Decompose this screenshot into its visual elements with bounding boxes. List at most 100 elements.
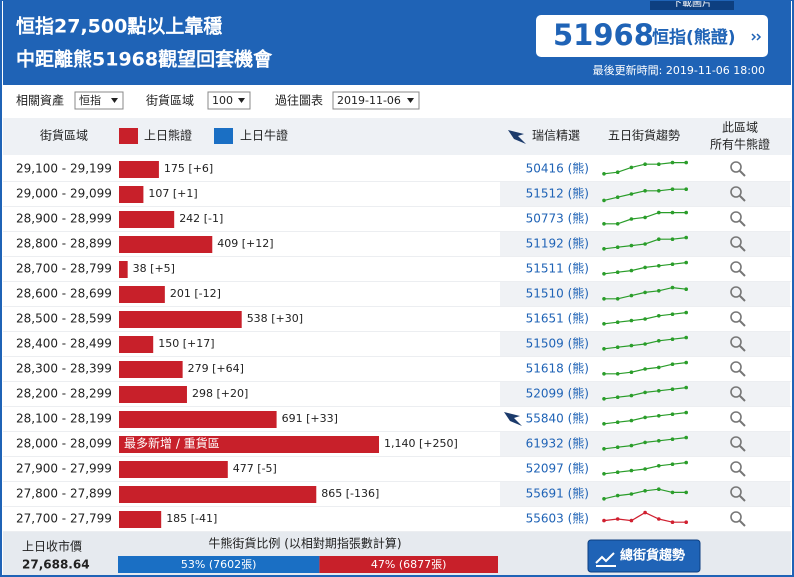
- bar-label: 538 [+30]: [247, 312, 303, 325]
- cs-logo: [504, 412, 522, 426]
- bar-change: [+30]: [271, 312, 303, 325]
- bar-label: 298 [+20]: [192, 387, 248, 400]
- search-handle: [739, 295, 746, 302]
- button-label[interactable]: 總街貨趨勢: [620, 548, 685, 564]
- trend-dot: [629, 443, 634, 448]
- search-icon[interactable]: [730, 386, 746, 402]
- select[interactable]: [74, 91, 124, 110]
- warrant-code[interactable]: 51618 (熊): [526, 361, 589, 376]
- col-pick: 瑞信精選: [532, 129, 580, 143]
- trend-dot: [684, 335, 688, 340]
- search-icon[interactable]: [730, 286, 746, 302]
- warrant-code[interactable]: 50416 (熊): [526, 161, 589, 176]
- trend-dot: [602, 397, 606, 401]
- search-icon[interactable]: [730, 461, 746, 477]
- search-handle: [739, 470, 746, 477]
- search-icon[interactable]: [730, 236, 746, 252]
- bar-change: [+250]: [419, 437, 458, 450]
- warrant-code[interactable]: 52099 (熊): [526, 386, 589, 401]
- ratio-title: 牛熊街貨比例 (以相對期指張數計算): [208, 536, 401, 551]
- bar: [119, 286, 165, 303]
- trend-dot: [657, 289, 661, 293]
- trend-dot: [602, 447, 606, 451]
- search-icon[interactable]: [730, 211, 746, 227]
- legend-label: 上日牛證: [240, 128, 288, 143]
- trend-dot: [643, 265, 647, 270]
- select-value[interactable]: 100: [212, 94, 233, 107]
- search-icon[interactable]: [730, 411, 746, 427]
- search-handle: [739, 370, 746, 377]
- control-label: 街貨區域: [146, 93, 194, 108]
- bar-value: 242: [179, 212, 200, 225]
- close-value: 27,688.64: [22, 558, 90, 572]
- warrant-code[interactable]: 55691 (熊): [526, 486, 589, 501]
- trend-dot: [657, 339, 661, 343]
- range-label: 28,700 - 28,799: [16, 262, 112, 276]
- code[interactable]: 51968: [553, 18, 654, 52]
- trend-dot: [657, 414, 661, 418]
- trend-dot: [670, 520, 675, 524]
- bar-value: 538: [247, 312, 268, 325]
- warrant-code[interactable]: 51510 (熊): [526, 286, 589, 301]
- search-icon[interactable]: [730, 161, 746, 177]
- range-label: 28,300 - 28,399: [16, 362, 112, 376]
- warrant-code[interactable]: 51192 (熊): [526, 236, 589, 251]
- download-tag[interactable]: [650, 0, 734, 10]
- select-value[interactable]: 2019-11-06: [337, 94, 401, 107]
- trend-dot: [670, 237, 675, 241]
- bar: [119, 186, 144, 203]
- trend-dot: [615, 320, 620, 325]
- range-label: 29,100 - 29,199: [16, 162, 112, 176]
- trend-dot: [602, 422, 606, 426]
- search-lens: [730, 436, 742, 448]
- warrant-code[interactable]: 51509 (熊): [526, 336, 589, 351]
- search-icon[interactable]: [730, 336, 746, 352]
- bar: [119, 511, 162, 528]
- search-lens: [730, 236, 742, 248]
- bar-change: [+17]: [183, 337, 215, 350]
- search-handle: [739, 395, 746, 402]
- warrant-code[interactable]: 51512 (熊): [526, 186, 589, 201]
- range-label: 28,500 - 28,599: [16, 312, 112, 326]
- warrant-code[interactable]: 55840 (熊): [526, 411, 589, 426]
- trend-button[interactable]: [587, 539, 701, 573]
- trend-dot: [602, 198, 606, 203]
- trend-dot: [684, 287, 688, 292]
- select[interactable]: [332, 91, 420, 110]
- search-icon[interactable]: [730, 311, 746, 327]
- download-label[interactable]: 下載圖片: [672, 0, 712, 9]
- search-icon[interactable]: [730, 486, 746, 502]
- trend-dot: [684, 235, 688, 240]
- search-icon[interactable]: [730, 436, 746, 452]
- range-label: 27,900 - 27,999: [16, 462, 112, 476]
- trend-dot: [643, 390, 647, 395]
- warrant-code[interactable]: 51511 (熊): [526, 261, 589, 276]
- bar: [119, 161, 159, 178]
- search-icon[interactable]: [730, 261, 746, 277]
- col-all: 此區域: [722, 121, 758, 135]
- range-label: 28,800 - 28,899: [16, 237, 112, 251]
- warrant-code[interactable]: 61932 (熊): [526, 436, 589, 451]
- trend-dot: [657, 314, 661, 318]
- search-icon[interactable]: [730, 511, 746, 527]
- bar-change: [+6]: [188, 162, 213, 175]
- select[interactable]: [207, 91, 251, 110]
- search-lens: [730, 286, 742, 298]
- bar-change: [+20]: [216, 387, 248, 400]
- select-value[interactable]: 恒指: [79, 93, 101, 107]
- trend-dot: [657, 264, 661, 268]
- code-desc[interactable]: 恒指(熊證): [652, 27, 736, 48]
- code-box[interactable]: [536, 15, 768, 57]
- bar: [119, 386, 187, 403]
- warrant-code[interactable]: 52097 (熊): [526, 461, 589, 476]
- search-icon[interactable]: [730, 361, 746, 377]
- ratio-label: 47% (6877張): [371, 558, 447, 571]
- search-icon[interactable]: [730, 186, 746, 202]
- trend-dot: [602, 497, 606, 501]
- warrant-code[interactable]: 55603 (熊): [526, 511, 589, 526]
- warrant-code[interactable]: 51651 (熊): [526, 311, 589, 326]
- warrant-code[interactable]: 50773 (熊): [526, 211, 589, 226]
- trend-dot: [670, 490, 675, 495]
- trend-dot: [629, 217, 634, 221]
